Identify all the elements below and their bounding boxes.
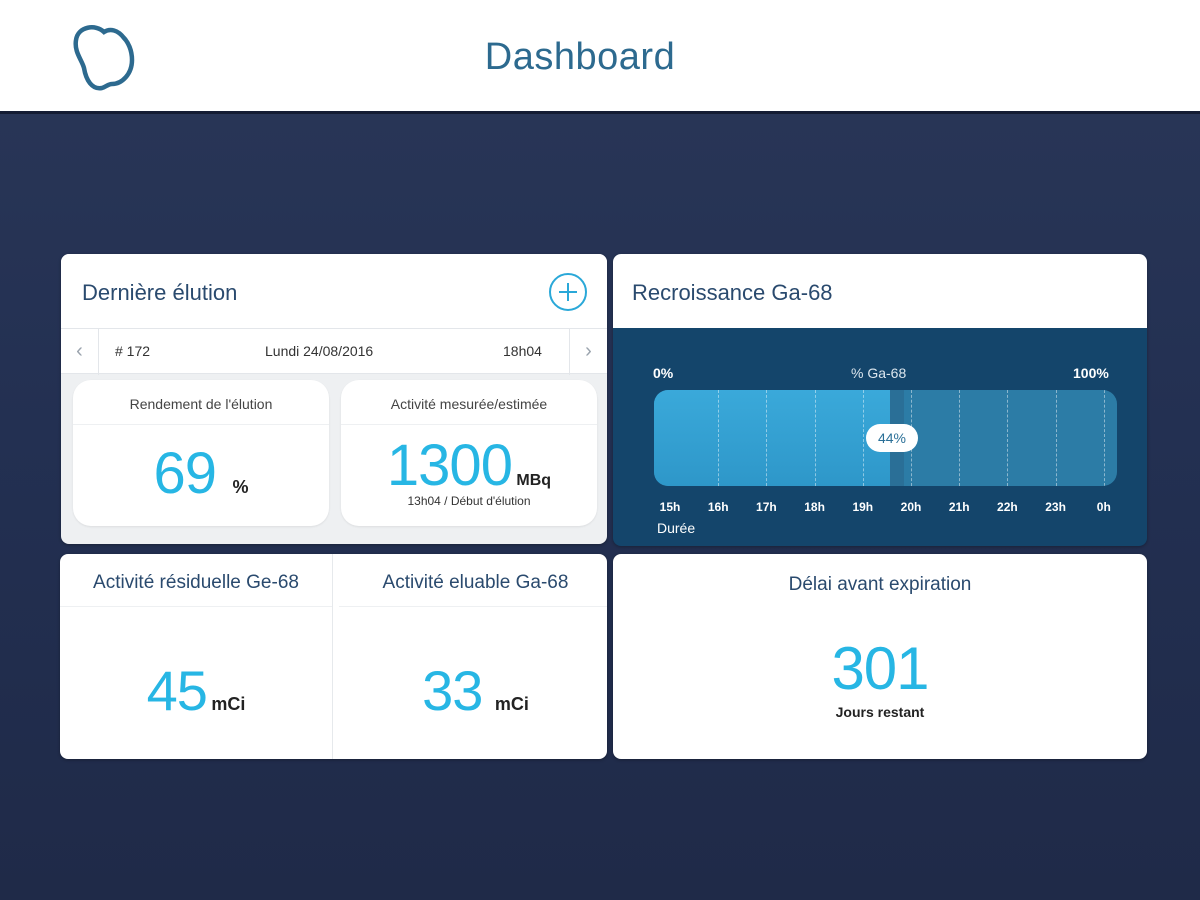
gauge-tick xyxy=(814,390,816,486)
residual-ge68-value: 45 xyxy=(146,659,208,722)
add-elution-button[interactable] xyxy=(549,273,587,311)
gauge-max-label: 100% xyxy=(1073,365,1109,381)
activity-unit: MBq xyxy=(516,472,552,489)
duration-label: Durée xyxy=(657,520,696,536)
hour-tick-label: 22h xyxy=(997,500,1018,514)
clover-logo-icon[interactable] xyxy=(68,24,140,94)
activity-card: Activité résiduelle Ge-68 45 mCi Activit… xyxy=(60,554,607,759)
elution-number: # 172 xyxy=(115,343,151,359)
last-elution-title: Dernière élution xyxy=(82,280,238,305)
expiration-subtitle: Jours restant xyxy=(835,704,925,720)
gauge-min-label: 0% xyxy=(653,365,674,381)
gauge-tick xyxy=(766,390,768,486)
hour-tick-label: 15h xyxy=(659,500,681,514)
elution-date: Lundi 24/08/2016 xyxy=(265,343,374,359)
gauge-tick xyxy=(1055,390,1057,486)
eluable-ga68-value: 33 xyxy=(422,659,483,722)
residual-ge68-panel: Activité résiduelle Ge-68 45 mCi xyxy=(60,554,333,759)
hour-tick-label: 19h xyxy=(852,500,874,514)
gauge-tick xyxy=(862,390,864,486)
residual-ge68-title: Activité résiduelle Ge-68 xyxy=(93,572,299,593)
elution-time: 18h04 xyxy=(503,343,542,359)
residual-ge68-unit: mCi xyxy=(211,694,246,714)
regrowth-title: Recroissance Ga-68 xyxy=(632,280,833,305)
gauge-mid-label: % Ga-68 xyxy=(851,365,907,381)
hour-tick-label: 18h xyxy=(804,500,825,514)
elution-navigator: ‹ # 172 Lundi 24/08/2016 18h04 › xyxy=(61,328,607,375)
gauge-tick xyxy=(1007,390,1009,486)
eluable-ga68-panel: Activité eluable Ga-68 33 mCi xyxy=(339,554,607,759)
yield-value: 69 xyxy=(153,441,218,506)
yield-unit: % xyxy=(232,477,249,497)
last-elution-header: Dernière élution xyxy=(61,254,607,328)
activity-label: Activité mesurée/estimée xyxy=(390,396,548,412)
page-title: Dashboard xyxy=(484,36,676,78)
yield-subcard: Rendement de l'élution 69 % xyxy=(73,380,329,526)
hour-tick-label: 23h xyxy=(1045,500,1066,514)
expiration-value: 301 xyxy=(831,635,929,702)
eluable-ga68-title: Activité eluable Ga-68 xyxy=(382,572,569,593)
regrowth-card: Recroissance Ga-68 0% % Ga-68 100% 44% 1… xyxy=(613,254,1147,546)
hour-tick-label: 20h xyxy=(900,500,922,514)
activity-value: 1300 xyxy=(386,433,513,498)
activity-note: 13h04 / Début d'élution xyxy=(407,494,531,508)
yield-label: Rendement de l'élution xyxy=(129,396,273,412)
activity-subcard: Activité mesurée/estimée 1300 MBq 13h04 … xyxy=(341,380,597,526)
regrowth-percent-bubble: 44% xyxy=(866,424,918,452)
expiration-card: Délai avant expiration 301 Jours restant xyxy=(613,554,1147,759)
hour-tick-label: 17h xyxy=(756,500,777,514)
hour-tick-label: 0h xyxy=(1096,500,1111,514)
expiration-title: Délai avant expiration xyxy=(788,574,972,595)
gauge-tick xyxy=(1103,390,1105,486)
hour-tick-label: 16h xyxy=(707,500,729,514)
gauge-tick xyxy=(718,390,720,486)
next-elution-chevron-icon[interactable]: › xyxy=(569,329,607,375)
regrowth-gauge-fill xyxy=(654,390,892,486)
eluable-ga68-unit: mCi xyxy=(494,694,529,714)
gauge-tick xyxy=(959,390,961,486)
top-bar: Dashboard xyxy=(0,0,1200,114)
last-elution-card: Dernière élution ‹ # 172 Lundi 24/08/201… xyxy=(61,254,607,544)
previous-elution-chevron-icon[interactable]: ‹ xyxy=(61,329,99,375)
hour-tick-label: 21h xyxy=(948,500,970,514)
regrowth-header: Recroissance Ga-68 xyxy=(613,254,1147,328)
